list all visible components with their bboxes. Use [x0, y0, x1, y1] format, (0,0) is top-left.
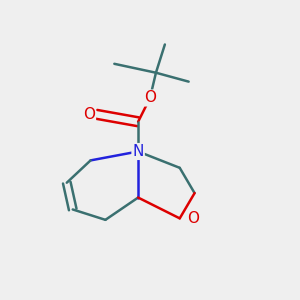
- Text: N: N: [132, 144, 144, 159]
- Text: O: O: [83, 107, 95, 122]
- Text: O: O: [144, 91, 156, 106]
- Text: O: O: [187, 211, 199, 226]
